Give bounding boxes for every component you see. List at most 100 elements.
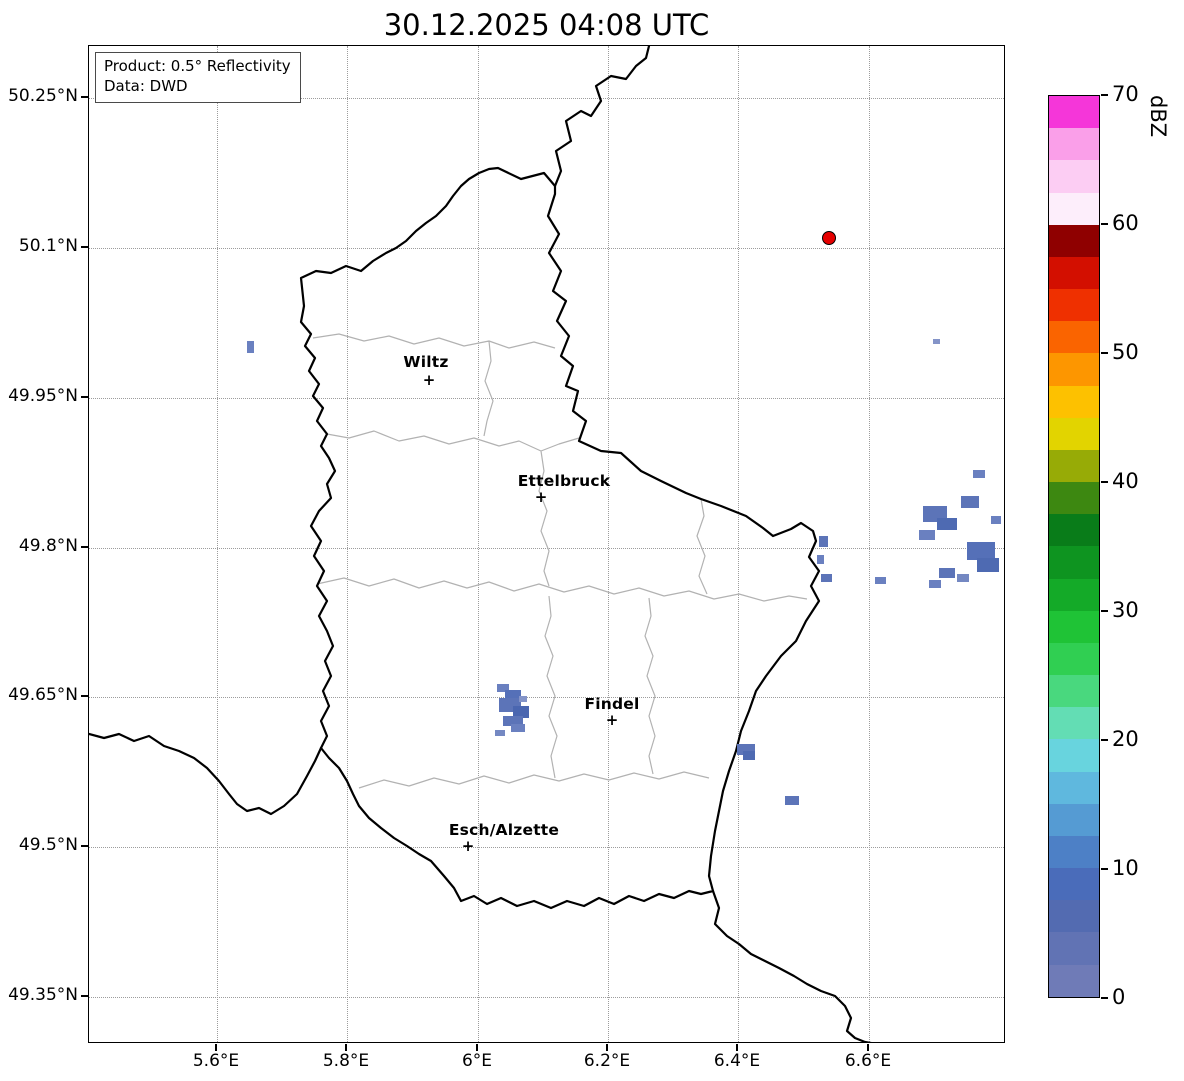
gridline-vertical <box>737 46 739 1042</box>
colorbar-tick-mark <box>1101 481 1108 483</box>
colorbar-band <box>1049 771 1099 804</box>
radar-echo-cell <box>875 577 886 584</box>
radar-site-marker <box>822 231 836 245</box>
x-tick-mark <box>345 1044 347 1051</box>
x-tick-label: 6.6°E <box>844 1051 892 1071</box>
x-tick-label: 6°E <box>461 1051 493 1071</box>
radar-echo-cell <box>495 730 505 736</box>
colorbar-band <box>1049 224 1099 257</box>
colorbar-tick-label: 40 <box>1112 469 1139 493</box>
colorbar-band <box>1049 803 1099 836</box>
gridline-vertical <box>607 46 609 1042</box>
colorbar-band <box>1049 256 1099 290</box>
colorbar-tick-mark <box>1101 997 1108 999</box>
radar-echo-cell <box>961 496 979 508</box>
gridline-horizontal <box>89 397 1004 399</box>
colorbar-tick-mark <box>1101 352 1108 354</box>
radar-echo-cell <box>819 536 828 547</box>
product-info-line: Product: 0.5° Reflectivity <box>104 57 291 75</box>
colorbar-tick-label: 60 <box>1112 211 1139 235</box>
colorbar-band <box>1049 739 1099 772</box>
colorbar-band <box>1049 964 1099 997</box>
colorbar-band <box>1049 289 1099 322</box>
y-tick-label: 49.8°N <box>18 536 78 556</box>
colorbar-band <box>1049 160 1099 193</box>
radar-echo-cell <box>957 574 969 582</box>
y-tick-label: 49.35°N <box>8 985 78 1005</box>
radar-echo-cell <box>937 518 957 530</box>
radar-echo-cell <box>821 574 832 582</box>
y-tick-mark <box>81 246 88 248</box>
colorbar-band <box>1049 192 1099 225</box>
data-source-line: Data: DWD <box>104 77 188 96</box>
y-tick-mark <box>81 845 88 847</box>
y-tick-label: 50.1°N <box>18 236 78 256</box>
colorbar-band <box>1049 675 1099 708</box>
radar-echo-cell <box>503 716 523 726</box>
colorbar-band <box>1049 321 1099 354</box>
colorbar-tick-label: 30 <box>1112 598 1139 622</box>
x-tick-label: 5.6°E <box>192 1051 240 1071</box>
radar-echo-cell <box>933 339 940 344</box>
radar-echo-cell <box>737 744 755 755</box>
colorbar-band <box>1049 868 1099 901</box>
radar-echo-cell <box>519 696 527 702</box>
luxembourg-border <box>299 166 821 910</box>
colorbar-tick-label: 0 <box>1112 985 1126 1009</box>
y-tick-label: 49.5°N <box>18 835 78 855</box>
district-borders <box>312 333 808 789</box>
radar-echo-cell <box>929 580 941 588</box>
colorbar-tick-mark <box>1101 868 1108 870</box>
x-tick-mark <box>215 1044 217 1051</box>
x-tick-mark <box>736 1044 738 1051</box>
plot-title: 30.12.2025 04:08 UTC <box>383 8 710 42</box>
gridline-horizontal <box>89 996 1004 998</box>
gridline-horizontal <box>89 97 1004 99</box>
colorbar <box>1048 95 1100 998</box>
gridline-horizontal <box>89 547 1004 549</box>
x-tick-mark <box>867 1044 869 1051</box>
city-marker: + <box>461 836 475 855</box>
y-tick-label: 49.95°N <box>8 386 78 406</box>
colorbar-tick-label: 50 <box>1112 340 1139 364</box>
map-area: Product: 0.5° Reflectivity Data: DWD + Wi… <box>88 45 1005 1043</box>
radar-echo-cell <box>497 684 509 692</box>
radar-echo-cell <box>247 341 254 353</box>
gridline-vertical <box>868 46 870 1042</box>
city-marker: + <box>534 487 548 506</box>
colorbar-band <box>1049 707 1099 740</box>
city-marker: + <box>422 370 436 389</box>
gridline-horizontal <box>89 846 1004 848</box>
colorbar-band <box>1049 96 1099 129</box>
colorbar-tick-label: 70 <box>1112 82 1139 106</box>
grid-layer <box>89 46 1004 1042</box>
y-tick-mark <box>81 995 88 997</box>
colorbar-band <box>1049 385 1099 418</box>
colorbar-band <box>1049 546 1099 579</box>
colorbar-band <box>1049 353 1099 386</box>
radar-echo-cell <box>919 530 935 540</box>
colorbar-band <box>1049 417 1099 450</box>
map-borders-svg <box>89 46 872 1042</box>
y-tick-mark <box>81 96 88 98</box>
colorbar-tick-mark <box>1101 223 1108 225</box>
colorbar-tick-mark <box>1101 94 1108 96</box>
gridline-vertical <box>346 46 348 1042</box>
city-label: Findel <box>584 695 640 713</box>
radar-echo-cell <box>511 724 525 732</box>
radar-echo-cell <box>513 706 529 718</box>
x-tick-label: 6.2°E <box>583 1051 631 1071</box>
product-info-box: Product: 0.5° Reflectivity Data: DWD <box>95 52 301 103</box>
colorbar-band <box>1049 900 1099 933</box>
colorbar-band <box>1049 642 1099 676</box>
radar-echo-cell <box>991 516 1001 524</box>
radar-echo-cell <box>817 555 824 564</box>
colorbar-axis-label: dBZ <box>1146 95 1170 138</box>
colorbar-tick-label: 10 <box>1112 856 1139 880</box>
radar-echo-cell <box>743 751 755 760</box>
radar-echo-cell <box>977 558 999 572</box>
colorbar-tick-label: 20 <box>1112 727 1139 751</box>
radar-echo-cell <box>967 542 995 560</box>
radar-echo-cell <box>785 796 799 805</box>
y-tick-mark <box>81 546 88 548</box>
